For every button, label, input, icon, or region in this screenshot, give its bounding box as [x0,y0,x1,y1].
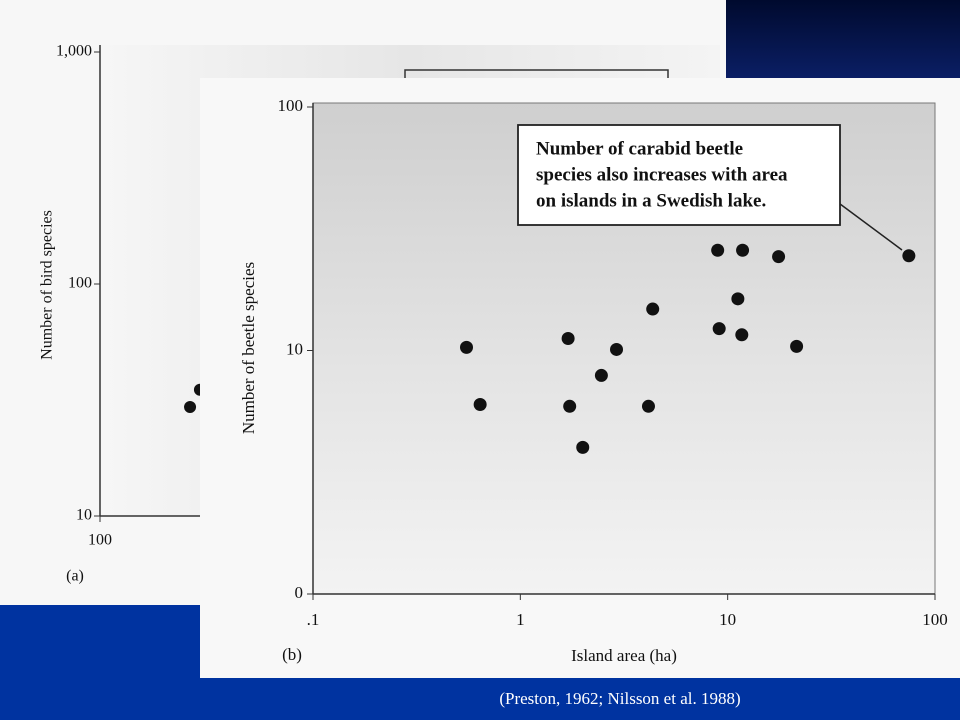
x-tick-label: .1 [307,610,320,629]
y-axis-label: Number of beetle species [239,262,258,434]
point [460,340,474,354]
annotation-line: species also increases with area [536,164,788,185]
annotation-box [517,124,841,226]
x-tick-label: 100 [88,532,112,549]
point [902,249,916,263]
point [731,292,745,306]
point [772,250,786,264]
y-tick-label: 100 [68,275,92,292]
x-tick-label: 100 [922,610,948,629]
point [711,243,725,257]
point [576,440,590,454]
panel-b: 0 10 100 .1 1 10 100 Number of beetle species (b… [200,78,960,678]
bracket [404,69,669,78]
x-axis-label: Island area (ha) [571,646,677,665]
point [735,328,749,342]
point [473,398,487,412]
x-tick-label: 10 [719,610,736,629]
point [641,399,655,413]
y-tick-label: 100 [278,96,304,115]
point [712,322,726,336]
y-axis-label: Number of bird species [39,210,56,360]
citation: (Preston, 1962; Nilsson et al. 1988) [499,689,740,708]
corner-block [726,0,960,80]
point [610,342,624,356]
annotation-line: Number of carabid beetle [536,138,743,159]
point [736,243,750,257]
annotation-line: on islands in a Swedish lake. [536,190,766,211]
point [790,339,804,353]
y-tick-label: 10 [286,339,303,358]
x-tick-label: 1 [516,610,525,629]
y-tick-label: 10 [76,507,92,524]
point [594,368,608,382]
panel-label: (b) [282,645,302,664]
point [563,399,577,413]
point [646,302,660,316]
y-tick-label: 1,000 [56,43,92,60]
y-tick-label: 0 [295,583,304,602]
panel-label: (a) [66,568,84,585]
annotation-arrow [831,197,903,251]
point [561,332,575,346]
point [184,401,197,414]
